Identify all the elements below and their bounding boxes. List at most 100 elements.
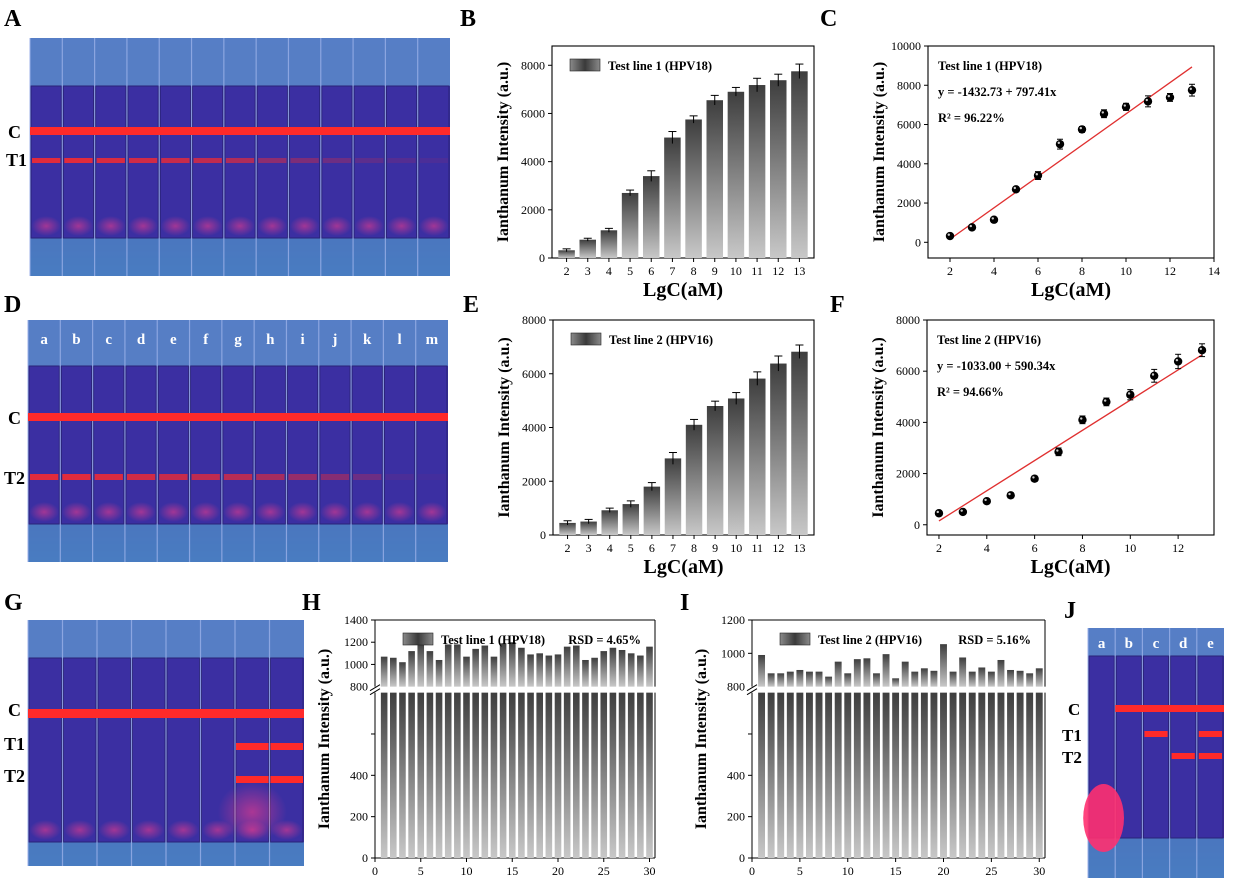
bar-lower bbox=[796, 692, 804, 858]
bar-upper bbox=[949, 671, 957, 687]
x-tick-label: 0 bbox=[372, 864, 378, 878]
bar-lower bbox=[499, 692, 507, 858]
test-strip bbox=[286, 365, 319, 525]
x-tick-label: 8 bbox=[1079, 541, 1085, 555]
sample-glow bbox=[419, 216, 449, 236]
x-tick-label: 0 bbox=[749, 864, 755, 878]
x-tick-label: 30 bbox=[644, 864, 656, 878]
row-label-c: C bbox=[1068, 700, 1080, 719]
bar-lower bbox=[863, 692, 871, 858]
data-point bbox=[1011, 185, 1021, 194]
bar-lower bbox=[920, 692, 928, 858]
data-point bbox=[958, 507, 968, 517]
y-tick-label: 400 bbox=[350, 768, 368, 782]
x-tick-label: 12 bbox=[772, 541, 784, 555]
legend-label: Test line 2 (HPV16) bbox=[818, 633, 922, 647]
bar bbox=[769, 80, 787, 258]
sample-glow bbox=[225, 216, 255, 236]
strip-letter: h bbox=[266, 332, 275, 348]
bar bbox=[559, 522, 576, 535]
axis-break-mark bbox=[746, 688, 758, 696]
photo-bottom-band bbox=[28, 524, 448, 562]
bar-lower bbox=[825, 692, 833, 858]
bar-lower bbox=[444, 692, 452, 858]
test-line-1-band bbox=[258, 158, 287, 163]
sample-glow bbox=[354, 216, 384, 236]
bar-upper bbox=[536, 653, 543, 687]
sample-glow bbox=[158, 502, 189, 522]
sample-glow bbox=[31, 216, 61, 236]
test-line-1-band bbox=[96, 158, 125, 163]
bar-upper bbox=[582, 659, 589, 687]
test-strip bbox=[254, 365, 286, 525]
bar-upper bbox=[417, 643, 425, 687]
bar-upper bbox=[853, 659, 861, 687]
test-line-1-band bbox=[387, 158, 416, 163]
bar-lower bbox=[591, 692, 598, 858]
data-point-highlight bbox=[1145, 98, 1149, 102]
bar-lower bbox=[987, 692, 995, 858]
bar-lower bbox=[399, 692, 406, 858]
bar-lower bbox=[786, 692, 794, 858]
sample-glow bbox=[289, 216, 320, 236]
bar-upper bbox=[1035, 668, 1043, 687]
data-point bbox=[1165, 93, 1175, 102]
test-line-1-band bbox=[161, 158, 190, 163]
bar-lower bbox=[930, 692, 938, 858]
bar-lower bbox=[646, 692, 653, 858]
bar-lower bbox=[777, 692, 785, 858]
bar-lower bbox=[901, 692, 909, 858]
sample-glow bbox=[29, 820, 61, 840]
chart-b: 0 2000 4000 6000 8000 2 3 4 5 6 7 8 9 10 11 12 13 Test li… bbox=[495, 45, 815, 301]
x-tick-label: 10 bbox=[730, 264, 742, 278]
test-line-1-band bbox=[290, 158, 319, 163]
data-point-highlight bbox=[1151, 373, 1155, 376]
y-tick-label: 0 bbox=[915, 235, 921, 249]
sample-glow bbox=[191, 502, 221, 522]
x-tick-label: 25 bbox=[985, 864, 997, 878]
bar-upper bbox=[815, 671, 823, 687]
x-tick-label: 9 bbox=[712, 541, 718, 555]
bar bbox=[791, 351, 808, 535]
strip-letter: a bbox=[40, 332, 48, 348]
sample-glow bbox=[257, 216, 287, 236]
y-tick-label: 0 bbox=[914, 518, 920, 532]
x-tick-label: 12 bbox=[1172, 541, 1184, 555]
sample-glow bbox=[167, 820, 199, 840]
x-tick-label: 10 bbox=[461, 864, 473, 878]
bar-lower bbox=[408, 692, 415, 858]
legend-swatch bbox=[570, 332, 602, 346]
strip-letter: e bbox=[1207, 636, 1214, 652]
x-tick-label: 5 bbox=[797, 864, 803, 878]
y-tick-label: 800 bbox=[727, 680, 745, 694]
data-point bbox=[982, 497, 991, 506]
panel-label-b: B bbox=[460, 6, 476, 32]
x-tick-label: 10 bbox=[1124, 541, 1136, 555]
test-line-1-band bbox=[355, 158, 384, 163]
fit-line bbox=[938, 354, 1203, 522]
y-tick-label: 8000 bbox=[521, 58, 545, 72]
test-strip bbox=[63, 657, 97, 843]
test-strip bbox=[319, 365, 351, 525]
sample-glow bbox=[417, 502, 447, 522]
data-point bbox=[1077, 125, 1087, 134]
data-point-highlight bbox=[1056, 449, 1059, 452]
bar-lower bbox=[853, 692, 861, 858]
y-tick-label: 4000 bbox=[522, 421, 546, 435]
legend-label: Test line 2 (HPV16) bbox=[609, 333, 713, 347]
bar-lower bbox=[968, 692, 976, 858]
x-tick-label: 25 bbox=[598, 864, 610, 878]
x-tick-label: 10 bbox=[842, 864, 854, 878]
bar-lower bbox=[806, 692, 813, 858]
bar-lower bbox=[426, 692, 434, 858]
bar bbox=[643, 486, 661, 535]
test-strip bbox=[125, 365, 157, 525]
bar-lower bbox=[380, 692, 388, 858]
data-point-highlight bbox=[1167, 94, 1171, 98]
test-line-2-band bbox=[191, 474, 220, 480]
bar-upper bbox=[399, 662, 406, 687]
y-tick-label: 8000 bbox=[522, 313, 546, 327]
panel-label-e: E bbox=[463, 292, 479, 318]
bar-upper bbox=[545, 655, 553, 687]
x-tick-label: 11 bbox=[751, 264, 763, 278]
